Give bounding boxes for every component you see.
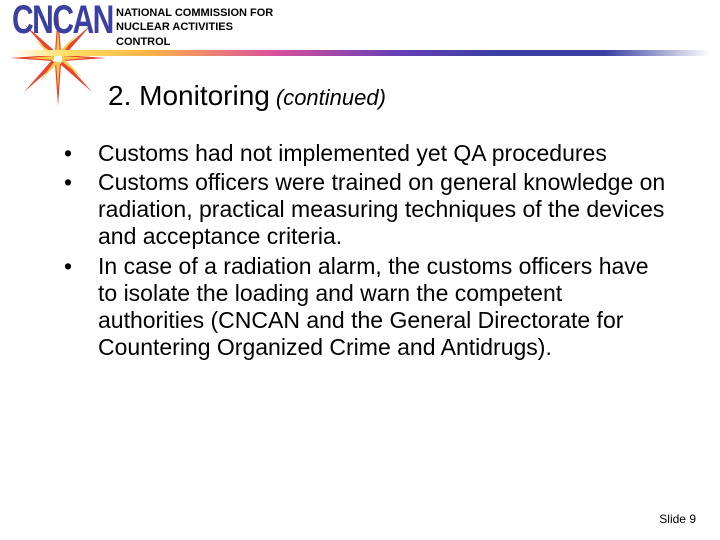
slide-title: 2. Monitoring (continued) [108,80,386,112]
logo-region: CNCAN [0,0,112,120]
gradient-divider [10,50,710,56]
bullet-item: In case of a radiation alarm, the custom… [44,253,674,362]
organization-name: NATIONAL COMMISSION FOR NUCLEAR ACTIVITI… [116,6,273,49]
slide-header: CNCAN NATIONAL COMMISSION FOR NUCLEAR AC… [0,0,720,58]
bullet-item: Customs had not implemented yet QA proce… [44,140,674,167]
org-name-line: NUCLEAR ACTIVITIES [116,20,273,34]
title-continued: (continued) [276,85,386,111]
bullet-item: Customs officers were trained on general… [44,169,674,250]
org-name-line: NATIONAL COMMISSION FOR [116,6,273,20]
slide-number: Slide 9 [659,512,696,526]
org-name-line: CONTROL [116,35,273,49]
bullet-list: Customs had not implemented yet QA proce… [44,140,674,363]
title-main: 2. Monitoring [108,80,270,112]
logo-text: CNCAN [12,0,113,40]
